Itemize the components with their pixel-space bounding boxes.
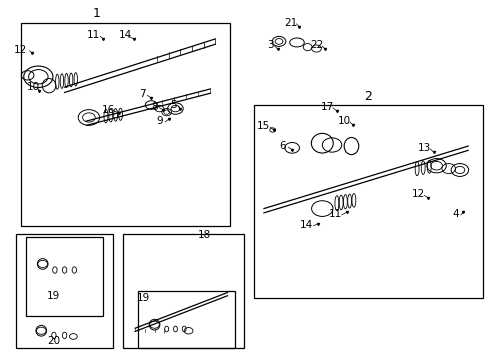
- Text: 16: 16: [102, 105, 115, 115]
- Text: 21: 21: [284, 18, 297, 28]
- Text: 22: 22: [309, 40, 323, 50]
- Text: 3: 3: [266, 40, 273, 50]
- Text: 12: 12: [14, 45, 27, 55]
- Text: 6: 6: [279, 141, 285, 151]
- Text: 8: 8: [151, 102, 158, 112]
- Text: 14: 14: [300, 220, 313, 230]
- Text: 7: 7: [139, 89, 145, 99]
- Text: 18: 18: [198, 230, 211, 240]
- Text: 2: 2: [364, 90, 372, 103]
- Text: 15: 15: [256, 121, 269, 131]
- Text: 11: 11: [328, 209, 342, 219]
- Text: 14: 14: [119, 30, 132, 40]
- Text: 10: 10: [337, 116, 350, 126]
- Text: 13: 13: [417, 143, 430, 153]
- Text: 11: 11: [87, 30, 100, 40]
- Text: 9: 9: [156, 116, 163, 126]
- Text: 19: 19: [137, 293, 150, 303]
- Text: 20: 20: [47, 337, 61, 346]
- Text: 12: 12: [411, 189, 425, 199]
- Text: 4: 4: [452, 209, 458, 219]
- Text: 10: 10: [26, 82, 40, 92]
- Text: 5: 5: [170, 100, 177, 110]
- Text: 19: 19: [47, 291, 61, 301]
- Text: 17: 17: [320, 102, 333, 112]
- Text: 1: 1: [92, 8, 100, 21]
